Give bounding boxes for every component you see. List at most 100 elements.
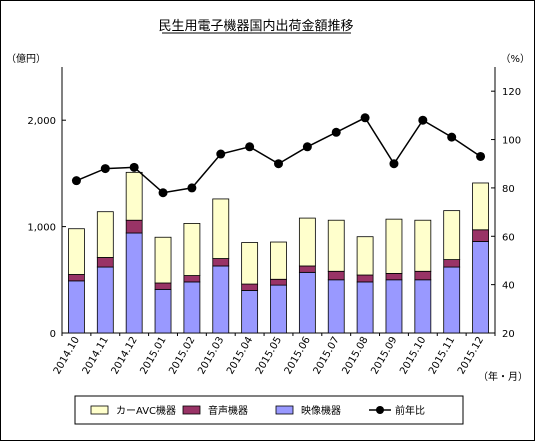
bar-segment-car_avc-2015.11 bbox=[443, 210, 461, 260]
legend-swatch-video bbox=[275, 405, 294, 415]
bar-segment-audio-2015.09 bbox=[385, 273, 403, 281]
legend: カーAVC機器 音声機器 映像機器 前年比 bbox=[74, 395, 464, 425]
bar-segment-audio-2015.04 bbox=[241, 283, 259, 291]
x-tick-label: 2014.10 bbox=[52, 335, 82, 376]
bar-segment-video-2015.08 bbox=[356, 281, 374, 334]
plot-area: 01,0002,000204060801001202014.102014.112… bbox=[27, 67, 521, 376]
yoy-point-2015.07 bbox=[331, 127, 341, 137]
x-axis-unit: （年・月） bbox=[478, 370, 528, 383]
yoy-point-2014.10 bbox=[71, 176, 81, 186]
yoy-point-2015.05 bbox=[274, 159, 283, 169]
bar-segment-car_avc-2015.12 bbox=[472, 182, 489, 231]
x-tick-label: 2015.05 bbox=[254, 335, 284, 376]
yoy-point-2015.08 bbox=[360, 113, 370, 123]
bar-segment-video-2015.04 bbox=[241, 290, 259, 334]
bar-segment-video-2015.03 bbox=[212, 265, 230, 334]
right-tick-label: 20 bbox=[502, 329, 515, 340]
bar-segment-audio-2015.11 bbox=[443, 259, 461, 268]
legend-swatch-car_avc bbox=[90, 405, 109, 415]
x-tick-label: 2015.07 bbox=[312, 335, 342, 376]
bar-segment-car_avc-2015.08 bbox=[356, 236, 374, 276]
x-tick-label: 2015.08 bbox=[340, 335, 370, 376]
yoy-point-2015.02 bbox=[187, 183, 197, 193]
bar-segment-video-2015.01 bbox=[154, 288, 172, 334]
x-tick-label: 2015.01 bbox=[138, 335, 168, 376]
x-tick-label: 2015.09 bbox=[369, 335, 399, 376]
x-tick-label: 2015.02 bbox=[167, 335, 197, 376]
right-tick-label: 100 bbox=[502, 136, 521, 147]
bar-segment-audio-2015.06 bbox=[298, 265, 316, 273]
chart-title: 民生用電子機器国内出荷金額推移 bbox=[158, 18, 353, 34]
bar-segment-audio-2015.02 bbox=[183, 275, 201, 283]
yoy-point-2014.11 bbox=[100, 164, 110, 174]
bar-segment-car_avc-2015.10 bbox=[414, 219, 432, 272]
yoy-point-2015.09 bbox=[389, 159, 399, 169]
bar-segment-audio-2015.01 bbox=[154, 282, 172, 290]
bar-segment-audio-2014.11 bbox=[96, 257, 114, 268]
bar-segment-car_avc-2015.01 bbox=[154, 236, 172, 284]
bar-segment-car_avc-2015.04 bbox=[241, 242, 259, 285]
bar-segment-video-2015.07 bbox=[327, 279, 345, 334]
x-tick-label: 2015.06 bbox=[283, 335, 313, 376]
yoy-point-2015.04 bbox=[245, 142, 255, 152]
left-tick-label: 1,000 bbox=[27, 223, 56, 234]
bar-segment-audio-2015.03 bbox=[212, 258, 230, 267]
yoy-point-2015.01 bbox=[158, 188, 168, 198]
bar-segment-video-2015.11 bbox=[443, 266, 461, 334]
bar-segment-audio-2015.12 bbox=[472, 229, 489, 242]
x-tick-label: 2015.11 bbox=[427, 335, 457, 376]
bar-segment-video-2015.10 bbox=[414, 279, 432, 334]
bar-segment-audio-2015.05 bbox=[270, 278, 287, 286]
bar-segment-video-2015.12 bbox=[472, 241, 489, 334]
bar-segment-video-2015.02 bbox=[183, 281, 201, 334]
x-tick-label: 2015.10 bbox=[398, 335, 428, 376]
legend-swatch-point bbox=[376, 406, 384, 414]
x-tick-label: 2015.12 bbox=[456, 335, 486, 376]
yoy-point-2015.03 bbox=[216, 149, 226, 159]
legend-box bbox=[74, 395, 464, 425]
yoy-point-2014.12 bbox=[129, 162, 139, 172]
left-tick-label: 2,000 bbox=[27, 116, 56, 127]
legend-label: 映像機器 bbox=[301, 404, 341, 417]
left-tick-label: 0 bbox=[50, 329, 56, 340]
x-tick-label: 2014.11 bbox=[81, 335, 111, 376]
right-tick-label: 60 bbox=[502, 232, 515, 243]
bar-segment-audio-2014.12 bbox=[125, 219, 143, 234]
legend-label: 前年比 bbox=[395, 404, 425, 417]
x-tick-label: 2015.03 bbox=[196, 335, 226, 376]
bar-segment-car_avc-2014.10 bbox=[68, 228, 85, 275]
yoy-point-2015.10 bbox=[418, 115, 428, 125]
x-tick-label: 2014.12 bbox=[110, 335, 140, 376]
bar-segment-car_avc-2015.03 bbox=[212, 198, 230, 259]
bar-segment-car_avc-2015.06 bbox=[298, 217, 316, 267]
right-tick-label: 120 bbox=[502, 87, 521, 98]
yoy-point-2015.06 bbox=[302, 142, 312, 152]
bar-segment-video-2014.11 bbox=[96, 266, 114, 334]
bar-segment-car_avc-2014.12 bbox=[125, 171, 143, 221]
bar-segment-audio-2015.08 bbox=[356, 274, 374, 283]
legend-swatch-audio bbox=[182, 405, 201, 415]
bar-segment-car_avc-2014.11 bbox=[96, 211, 114, 258]
bar-segment-car_avc-2015.07 bbox=[327, 219, 345, 272]
bar-segment-audio-2015.07 bbox=[327, 270, 345, 281]
bar-segment-video-2014.12 bbox=[125, 232, 143, 334]
bar-segment-car_avc-2015.02 bbox=[183, 223, 201, 276]
bar-segment-audio-2015.10 bbox=[414, 270, 432, 281]
x-tick-label: 2015.04 bbox=[225, 335, 255, 376]
legend-label: カーAVC機器 bbox=[116, 404, 176, 417]
right-axis-unit: （%） bbox=[500, 53, 530, 65]
bar-segment-audio-2014.10 bbox=[68, 274, 85, 282]
yoy-point-2015.12 bbox=[476, 151, 486, 161]
bar-segment-video-2015.06 bbox=[298, 271, 316, 334]
right-tick-label: 40 bbox=[502, 281, 515, 292]
bar-segment-video-2015.09 bbox=[385, 279, 403, 334]
legend-label: 音声機器 bbox=[208, 404, 248, 417]
left-axis-unit: （億円） bbox=[6, 52, 46, 65]
bar-segment-car_avc-2015.09 bbox=[385, 218, 403, 274]
bar-segment-video-2014.10 bbox=[68, 280, 85, 334]
right-tick-label: 80 bbox=[502, 184, 515, 195]
bar-segment-car_avc-2015.05 bbox=[270, 241, 287, 280]
bar-segment-video-2015.05 bbox=[270, 284, 287, 334]
yoy-point-2015.11 bbox=[447, 132, 457, 142]
